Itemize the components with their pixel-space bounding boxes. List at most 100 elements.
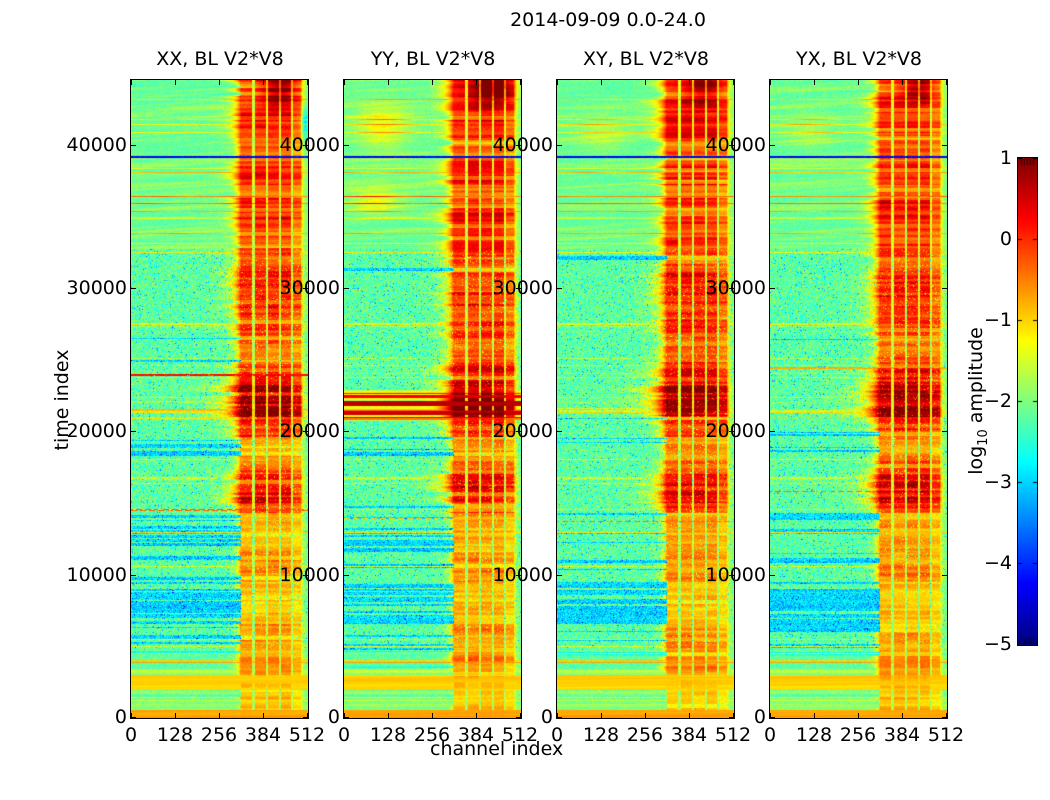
x-tick-mark	[770, 80, 771, 85]
x-tick-mark	[858, 713, 859, 718]
y-tick-mark	[942, 288, 947, 289]
panel-title-yy: YY, BL V2*V8	[370, 48, 496, 70]
y-tick-label: 0	[540, 706, 553, 728]
x-tick-label: 0	[550, 724, 564, 746]
y-tick-mark	[557, 145, 562, 146]
y-tick-mark	[729, 575, 734, 576]
x-tick-mark	[645, 80, 646, 85]
x-tick-mark	[814, 713, 815, 718]
x-tick-mark	[814, 80, 815, 85]
x-tick-mark	[219, 713, 220, 718]
x-tick-label: 0	[124, 724, 138, 746]
y-tick-mark	[344, 288, 349, 289]
x-tick-label: 0	[337, 724, 351, 746]
colorbar-tick-label: −5	[983, 633, 1012, 655]
colorbar-tick-label: 1	[999, 147, 1012, 169]
x-tick-label: 256	[200, 724, 238, 746]
y-tick-mark	[942, 575, 947, 576]
x-tick-mark	[263, 713, 264, 718]
y-tick-label: 20000	[279, 420, 340, 442]
y-tick-label: 20000	[705, 420, 766, 442]
y-tick-mark	[942, 431, 947, 432]
x-tick-mark	[263, 80, 264, 85]
colorbar-tick-label: −1	[983, 309, 1012, 331]
heatmap-canvas-xx	[130, 79, 309, 719]
x-tick-label: 256	[839, 724, 877, 746]
panel-title-xx: XX, BL V2*V8	[156, 48, 284, 70]
y-tick-mark	[557, 717, 562, 718]
heatmap-canvas-yy	[343, 79, 522, 719]
x-tick-label: 256	[413, 724, 451, 746]
x-tick-mark	[601, 713, 602, 718]
x-tick-mark	[307, 713, 308, 718]
colorbar-tick-label: −3	[983, 471, 1012, 493]
y-tick-label: 20000	[66, 420, 127, 442]
y-tick-mark	[131, 145, 136, 146]
x-tick-label: 256	[626, 724, 664, 746]
y-tick-label: 40000	[279, 134, 340, 156]
x-tick-mark	[432, 713, 433, 718]
x-tick-mark	[902, 80, 903, 85]
y-tick-mark	[770, 288, 775, 289]
y-tick-mark	[770, 717, 775, 718]
y-tick-label: 40000	[492, 134, 553, 156]
x-tick-mark	[344, 80, 345, 85]
x-tick-mark	[219, 80, 220, 85]
x-tick-mark	[946, 713, 947, 718]
y-tick-mark	[131, 717, 136, 718]
colorbar-tick-label: 0	[999, 228, 1012, 250]
y-tick-label: 0	[114, 706, 127, 728]
y-tick-label: 20000	[492, 420, 553, 442]
y-tick-mark	[516, 431, 521, 432]
y-tick-mark	[303, 145, 308, 146]
y-tick-mark	[516, 717, 521, 718]
y-tick-label: 0	[327, 706, 340, 728]
x-tick-label: 128	[795, 724, 833, 746]
y-tick-mark	[344, 575, 349, 576]
y-tick-label: 10000	[492, 564, 553, 586]
x-tick-label: 512	[714, 724, 752, 746]
y-tick-label: 10000	[279, 564, 340, 586]
colorbar-tick-label: −2	[983, 390, 1012, 412]
y-tick-mark	[131, 431, 136, 432]
x-tick-mark	[344, 713, 345, 718]
colorbar-label-sub: 10	[975, 429, 991, 446]
y-tick-label: 10000	[705, 564, 766, 586]
x-tick-label: 384	[457, 724, 495, 746]
y-tick-mark	[770, 145, 775, 146]
y-tick-label: 40000	[66, 134, 127, 156]
heatmap-canvas-xy	[556, 79, 735, 719]
y-tick-mark	[131, 288, 136, 289]
figure-title: 2014-09-09 0.0-24.0	[510, 9, 706, 31]
y-tick-mark	[729, 717, 734, 718]
y-tick-mark	[303, 717, 308, 718]
y-tick-mark	[303, 575, 308, 576]
y-tick-mark	[557, 575, 562, 576]
x-tick-label: 0	[763, 724, 777, 746]
x-tick-mark	[733, 713, 734, 718]
x-tick-mark	[388, 80, 389, 85]
y-tick-mark	[942, 717, 947, 718]
y-tick-label: 0	[753, 706, 766, 728]
x-tick-mark	[601, 80, 602, 85]
y-tick-label: 30000	[66, 277, 127, 299]
y-tick-mark	[303, 431, 308, 432]
y-tick-mark	[344, 145, 349, 146]
y-tick-mark	[942, 145, 947, 146]
x-tick-label: 128	[582, 724, 620, 746]
x-axis-label: channel index	[430, 738, 564, 760]
x-tick-mark	[557, 80, 558, 85]
x-tick-mark	[131, 80, 132, 85]
x-tick-mark	[520, 80, 521, 85]
y-tick-label: 10000	[66, 564, 127, 586]
y-tick-mark	[770, 431, 775, 432]
x-tick-label: 128	[369, 724, 407, 746]
x-tick-mark	[902, 713, 903, 718]
x-tick-mark	[733, 80, 734, 85]
x-tick-mark	[557, 713, 558, 718]
x-tick-mark	[476, 80, 477, 85]
x-tick-mark	[131, 713, 132, 718]
x-tick-label: 384	[244, 724, 282, 746]
y-tick-mark	[770, 575, 775, 576]
